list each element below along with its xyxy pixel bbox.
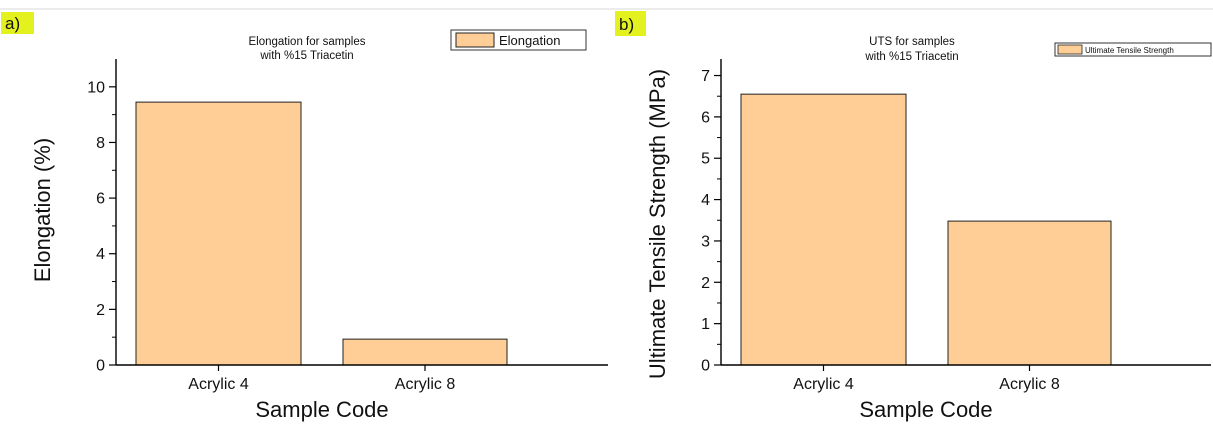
chart-a-ytick-label-8: 8 — [96, 135, 105, 152]
chart-a-xlabel: Sample Code — [255, 397, 388, 422]
chart-b-ylabel: Ultimate Tensile Strength (MPa) — [645, 69, 670, 379]
chart-a-legend: Elongation — [450, 29, 587, 51]
chart-b-legend-box — [1054, 42, 1212, 57]
chart-b-ytick-label-4: 4 — [701, 192, 710, 209]
chart-b-ytick-label-2: 2 — [701, 275, 710, 292]
chart-a-title-line-1: Elongation for samples — [249, 36, 366, 48]
chart-b-xtick-label-2: Acrylic 8 — [999, 376, 1060, 393]
chart-a-ytick-label-0: 0 — [96, 358, 105, 375]
chart-b-ytick-label-6: 6 — [701, 109, 710, 126]
chart-b-legend-label: Ultimate Tensile Strength — [1085, 46, 1174, 55]
chart-b-ytick-label-0: 0 — [701, 358, 710, 375]
panel-tag-b-bg — [615, 11, 646, 36]
chart-a: a) Elongation for samples with %15 Triac… — [1, 12, 608, 422]
chart-a-ytick-label-10: 10 — [87, 79, 105, 96]
chart-b-ytick-label-1: 1 — [701, 316, 710, 333]
panel-tag-b: b) — [615, 11, 646, 36]
chart-a-xtick-label-2: Acrylic 8 — [395, 376, 456, 393]
chart-a-ylabel: Elongation (%) — [30, 138, 55, 282]
chart-b-ytick-label-5: 5 — [701, 151, 710, 168]
panel-tag-b-label: b) — [619, 15, 634, 34]
chart-a-bar-1 — [135, 101, 302, 366]
chart-b-xtick-label-1: Acrylic 4 — [793, 376, 854, 393]
panel-tag-a-bg — [1, 12, 34, 34]
chart-a-legend-swatch — [455, 32, 495, 48]
chart-a-legend-label: Elongation — [499, 33, 560, 48]
chart-b-bar-2 — [947, 220, 1112, 366]
chart-b: b) UTS for samples with %15 Triacetin Ul… — [615, 11, 1212, 422]
chart-a-xtick-label-1: Acrylic 4 — [188, 376, 249, 393]
chart-b-bar-1 — [740, 93, 907, 366]
panel-tag-a-label: a) — [5, 14, 20, 33]
chart-a-title-line-2: with %15 Triacetin — [259, 50, 353, 62]
chart-b-marks: 0 1 2 3 4 5 6 7 Acrylic 4 Acrylic 8 — [701, 59, 1211, 393]
chart-a-bar-2 — [342, 338, 508, 366]
chart-b-ytick-label-3: 3 — [701, 233, 710, 250]
chart-a-marks: 0 2 4 6 8 10 Acrylic 4 Acrylic 8 — [87, 59, 608, 393]
chart-b-title-line-2: with %15 Triacetin — [864, 51, 958, 63]
panel-tag-a: a) — [1, 12, 34, 34]
chart-b-legend-swatch — [1057, 44, 1083, 55]
chart-a-ytick-label-6: 6 — [96, 191, 105, 208]
chart-b-xlabel: Sample Code — [859, 397, 992, 422]
chart-b-ytick-label-7: 7 — [701, 68, 710, 85]
chart-b-title-line-1: UTS for samples — [869, 36, 955, 48]
chart-a-ytick-label-2: 2 — [96, 302, 105, 319]
chart-b-legend: Ultimate Tensile Strength — [1054, 42, 1212, 57]
chart-a-ytick-label-4: 4 — [96, 246, 105, 263]
